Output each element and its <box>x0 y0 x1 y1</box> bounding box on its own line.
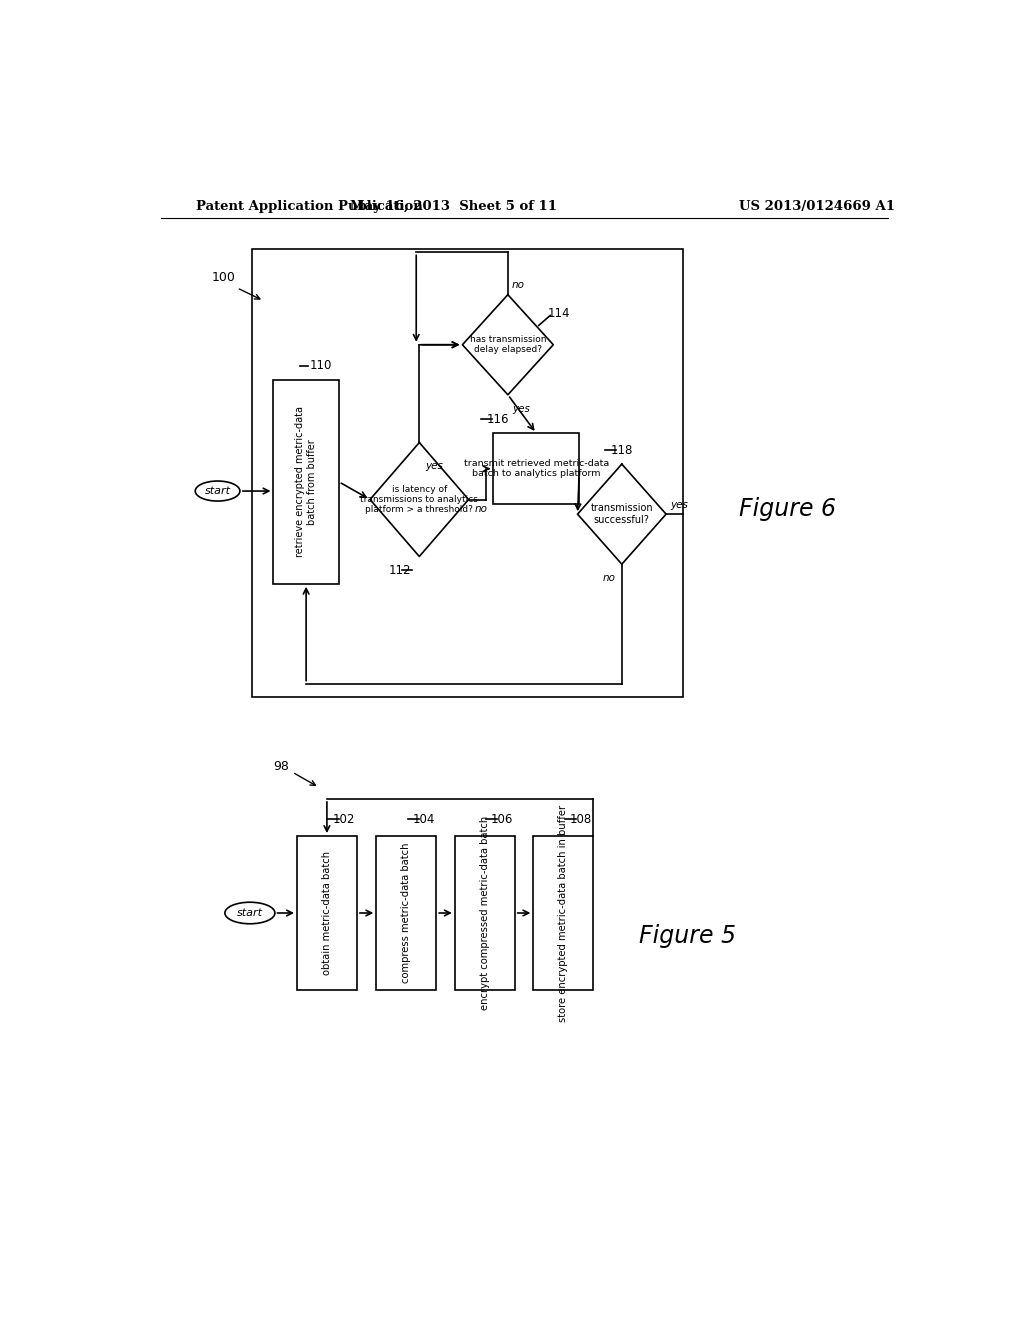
Text: 100: 100 <box>211 271 236 284</box>
Text: no: no <box>475 504 487 513</box>
Text: 110: 110 <box>310 359 333 372</box>
Text: US 2013/0124669 A1: US 2013/0124669 A1 <box>739 199 895 213</box>
Text: yes: yes <box>425 461 443 471</box>
Text: 112: 112 <box>389 564 412 577</box>
Text: yes: yes <box>670 500 688 510</box>
Text: 106: 106 <box>490 813 513 825</box>
Bar <box>376 836 436 990</box>
Text: Figure 5: Figure 5 <box>639 924 736 948</box>
Text: yes: yes <box>512 404 530 413</box>
Text: encrypt compressed metric-data batch: encrypt compressed metric-data batch <box>480 816 489 1010</box>
Text: transmission
successful?: transmission successful? <box>591 503 653 525</box>
Bar <box>455 836 515 990</box>
Text: 104: 104 <box>413 813 435 825</box>
Text: retrieve encrypted metric-data
batch from buffer: retrieve encrypted metric-data batch fro… <box>295 407 316 557</box>
Bar <box>252 249 683 697</box>
Bar <box>297 836 357 990</box>
Text: start: start <box>237 908 263 917</box>
Bar <box>494 433 580 504</box>
Text: 114: 114 <box>548 308 570 321</box>
Text: is latency of
transmissions to analytics
platform > a threshold?: is latency of transmissions to analytics… <box>360 484 478 515</box>
Bar <box>534 836 593 990</box>
Bar <box>273 380 339 583</box>
Ellipse shape <box>225 903 274 924</box>
Text: store encrypted metric-data batch in buffer: store encrypted metric-data batch in buf… <box>558 804 568 1022</box>
Text: May 16, 2013  Sheet 5 of 11: May 16, 2013 Sheet 5 of 11 <box>350 199 557 213</box>
Text: transmit retrieved metric-data
batch to analytics platform: transmit retrieved metric-data batch to … <box>464 459 609 478</box>
Text: has transmission
delay elapsed?: has transmission delay elapsed? <box>470 335 546 355</box>
Text: start: start <box>205 486 230 496</box>
Text: no: no <box>603 573 615 583</box>
Text: 116: 116 <box>486 413 509 426</box>
Text: no: no <box>512 280 524 290</box>
Ellipse shape <box>196 480 240 502</box>
Text: Figure 6: Figure 6 <box>739 496 836 521</box>
Text: 108: 108 <box>569 813 592 825</box>
Text: 102: 102 <box>333 813 355 825</box>
Text: 118: 118 <box>610 444 633 457</box>
Text: compress metric-data batch: compress metric-data batch <box>401 842 412 983</box>
Text: Patent Application Publication: Patent Application Publication <box>196 199 423 213</box>
Text: 98: 98 <box>273 760 289 774</box>
Text: obtain metric-data batch: obtain metric-data batch <box>322 851 332 975</box>
